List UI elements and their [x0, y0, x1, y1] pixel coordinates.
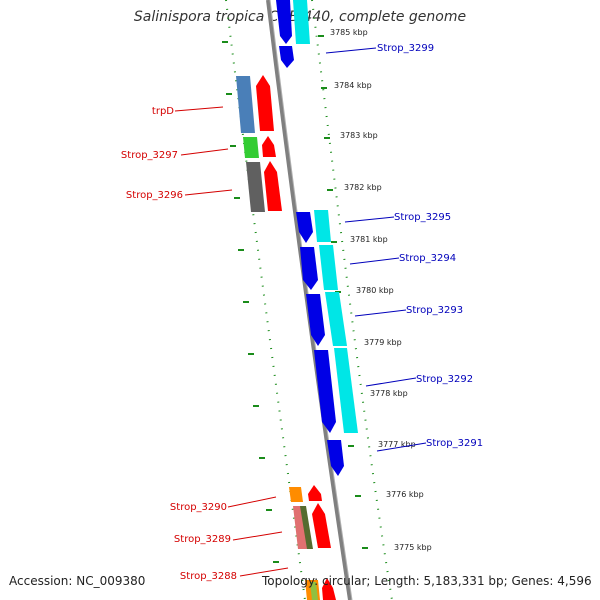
left-tick-marks — [222, 41, 279, 563]
cds-strop-3293[interactable] — [325, 292, 347, 346]
cds-strop-3294[interactable] — [319, 245, 338, 290]
gene-arrow-strop-3297[interactable] — [262, 136, 276, 157]
gene-block-strop-3296[interactable] — [246, 162, 265, 212]
gene-block-strop-3290[interactable] — [289, 487, 303, 502]
reverse-genes — [236, 75, 336, 600]
gene-label-trpd[interactable]: trpD — [152, 106, 174, 117]
gene-label-strop-3299[interactable]: Strop_3299 — [377, 43, 434, 54]
gene-arrow-strop-3289[interactable] — [312, 503, 331, 548]
gene-label-strop-3292[interactable]: Strop_3292 — [416, 374, 473, 385]
gene-label-strop-3290[interactable]: Strop_3290 — [170, 502, 227, 513]
gene-label-strop-3296[interactable]: Strop_3296 — [126, 190, 183, 201]
gene-arrow-trpd[interactable] — [256, 75, 274, 131]
reverse-gene-labels — [174, 106, 289, 577]
gene-arrow-strop-3299[interactable] — [279, 46, 294, 68]
kbp-label: 3783 kbp — [340, 131, 378, 140]
gene-label-strop-3294[interactable]: Strop_3294 — [399, 253, 456, 264]
kbp-label: 3778 kbp — [370, 389, 408, 398]
gene-arrow-strop-3292[interactable] — [314, 350, 336, 433]
kbp-label: 3776 kbp — [386, 490, 424, 499]
kbp-label: 3777 kbp — [378, 440, 416, 449]
gene-label-strop-3289[interactable]: Strop_3289 — [174, 534, 231, 545]
gene-block-trpd[interactable] — [236, 76, 255, 133]
gene-block-strop-3289-inner[interactable] — [300, 506, 313, 549]
gene-label-strop-3295[interactable]: Strop_3295 — [394, 212, 451, 223]
genome-backbone — [266, 0, 352, 600]
kbp-label: 3780 kbp — [356, 286, 394, 295]
cds-strop-3295[interactable] — [314, 210, 331, 242]
gene-arrow-strop-3290[interactable] — [308, 485, 322, 501]
kbp-label: 3781 kbp — [350, 235, 388, 244]
kbp-label: 3782 kbp — [344, 183, 382, 192]
outer-track-right — [311, 0, 393, 600]
cds-strop-3292[interactable] — [334, 348, 358, 433]
gene-arrow[interactable] — [276, 0, 292, 44]
genome-stats-text: Topology: circular; Length: 5,183,331 bp… — [262, 574, 592, 588]
kbp-label: 3779 kbp — [364, 338, 402, 347]
gene-label-strop-3293[interactable]: Strop_3293 — [406, 305, 463, 316]
accession-text: Accession: NC_009380 — [9, 574, 146, 588]
kbp-label: 3785 kbp — [330, 28, 368, 37]
gene-block-strop-3288-inner[interactable] — [310, 582, 318, 600]
gene-label-strop-3291[interactable]: Strop_3291 — [426, 438, 483, 449]
kbp-label: 3784 kbp — [334, 81, 372, 90]
gene-arrow-strop-3288[interactable] — [322, 578, 336, 600]
gene-block-strop-3297[interactable] — [243, 137, 259, 158]
gene-arrow-strop-3296[interactable] — [264, 161, 282, 211]
gene-label-strop-3288[interactable]: Strop_3288 — [180, 571, 237, 582]
kbp-label: 3775 kbp — [394, 543, 432, 552]
gene-arrow-strop-3294[interactable] — [300, 247, 318, 290]
forward-genes — [276, 0, 358, 476]
kbp-labels: 3785 kbp 3784 kbp 3783 kbp 3782 kbp 3781… — [330, 28, 432, 552]
gene-label-strop-3297[interactable]: Strop_3297 — [121, 150, 178, 161]
gene-arrow-strop-3291[interactable] — [327, 440, 344, 476]
forward-gene-labels — [325, 47, 427, 452]
cds-block[interactable] — [293, 0, 310, 44]
gene-arrow-strop-3295[interactable] — [296, 212, 313, 243]
gene-arrow-strop-3293[interactable] — [306, 294, 325, 346]
